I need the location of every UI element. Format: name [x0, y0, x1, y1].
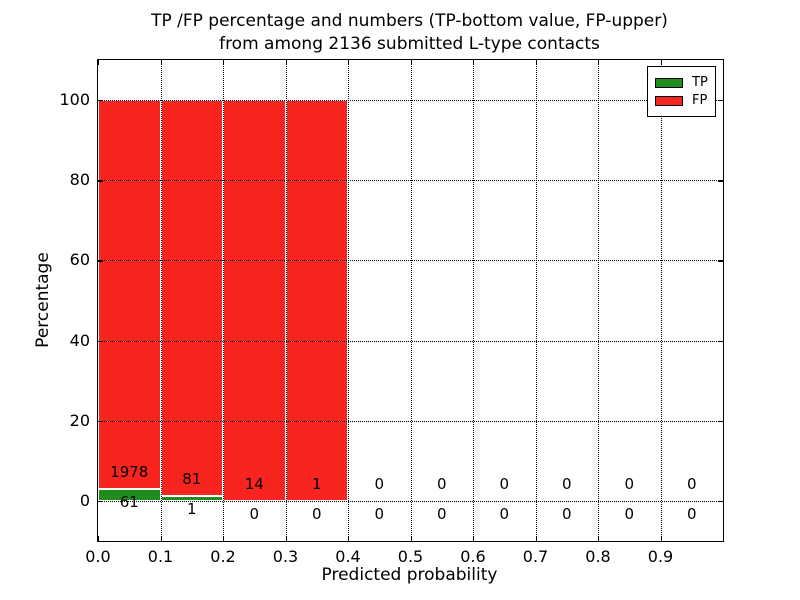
- x-tick-top: [98, 60, 100, 65]
- legend-entry-tp: TP: [655, 74, 715, 91]
- x-tick-top: [285, 60, 287, 65]
- x-tick-label: 0.8: [585, 547, 611, 566]
- x-tick-label: 0.6: [460, 547, 486, 566]
- x-axis-label: Predicted probability: [321, 565, 498, 585]
- y-tick-left: [98, 100, 103, 102]
- x-tick-label: 0.7: [522, 547, 549, 566]
- x-tick-bottom: [535, 536, 537, 541]
- y-tick-right: [718, 500, 723, 503]
- x-gridline: [348, 60, 349, 541]
- x-tick-top: [160, 60, 162, 65]
- fp-bar: [285, 100, 348, 501]
- fp-count-label: 14: [244, 474, 264, 493]
- y-tick-left: [98, 260, 103, 262]
- x-tick-bottom: [660, 536, 662, 541]
- fp-count-label: 0: [561, 474, 572, 493]
- tp-count-label: 61: [119, 493, 139, 512]
- fp-bar: [160, 100, 223, 497]
- tp-count-label: 0: [624, 505, 635, 524]
- x-gridline: [473, 60, 474, 541]
- x-tick-bottom: [473, 536, 475, 541]
- y-tick-left: [98, 500, 103, 503]
- y-tick-label: 60: [69, 250, 90, 270]
- chart-title: TP /FP percentage and numbers (TP-bottom…: [97, 10, 722, 56]
- y-tick-left: [98, 340, 103, 342]
- y-tick-right: [718, 340, 723, 342]
- x-tick-label: 0.0: [85, 547, 111, 566]
- x-tick-top: [660, 60, 662, 65]
- legend-entry-fp: FP: [655, 92, 715, 109]
- legend-swatch-tp: [655, 77, 683, 88]
- legend-label-fp: FP: [692, 93, 708, 108]
- tp-count-label: 0: [561, 505, 572, 524]
- chart-title-line2: from among 2136 submitted L-type contact…: [219, 34, 600, 54]
- x-tick-bottom: [160, 536, 162, 541]
- x-tick-top: [473, 60, 475, 65]
- fp-bar: [98, 100, 161, 489]
- fp-count-label: 0: [499, 474, 510, 493]
- x-tick-label: 0.4: [335, 547, 361, 566]
- fp-count-label: 0: [436, 474, 447, 493]
- tp-count-label: 0: [499, 505, 510, 524]
- y-tick-right: [718, 420, 723, 423]
- x-tick-bottom: [285, 536, 287, 541]
- x-tick-top: [535, 60, 537, 65]
- chart-title-line1: TP /FP percentage and numbers (TP-bottom…: [151, 11, 668, 31]
- plot-area: TP FP 0.0 0.1 0.2 0.3 0.4 0.5 0.6 0.7 0.8 0.9 0 20 4…: [59, 59, 724, 566]
- fp-count-label: 81: [182, 469, 202, 488]
- x-tick-top: [598, 60, 600, 65]
- x-tick-label: 0.1: [147, 547, 174, 566]
- y-tick-label: 20: [69, 410, 90, 430]
- y-tick-label: 0: [79, 490, 90, 510]
- x-tick-bottom: [98, 536, 100, 541]
- x-tick-label: 0.9: [647, 547, 674, 566]
- y-tick-right: [718, 260, 723, 262]
- tp-count-label: 0: [311, 505, 322, 524]
- x-tick-bottom: [348, 536, 350, 541]
- y-tick-label: 40: [69, 330, 90, 350]
- fp-count-label: 1: [311, 474, 322, 493]
- y-tick-label: 80: [69, 170, 90, 190]
- fp-count-label: 1978: [110, 462, 149, 481]
- x-tick-label: 0.5: [397, 547, 424, 566]
- fp-bar: [223, 100, 286, 501]
- y-tick-label: 100: [59, 90, 90, 110]
- tp-count-label: 0: [686, 505, 697, 524]
- x-gridline: [410, 60, 412, 541]
- legend-label-tp: TP: [692, 75, 708, 90]
- x-tick-bottom: [410, 536, 412, 541]
- x-tick-label: 0.2: [210, 547, 236, 566]
- x-gridline: [598, 60, 599, 541]
- x-gridline: [223, 60, 224, 541]
- x-tick-top: [348, 60, 350, 65]
- x-gridline: [660, 60, 662, 541]
- tp-count-label: 0: [436, 505, 447, 524]
- y-tick-left: [98, 180, 103, 182]
- legend-swatch-fp: [655, 95, 683, 106]
- y-tick-left: [98, 420, 103, 423]
- fp-count-label: 0: [686, 474, 697, 493]
- x-tick-top: [223, 60, 225, 65]
- tp-bar: [98, 488, 161, 501]
- x-tick-top: [410, 60, 412, 65]
- x-gridline: [535, 60, 537, 541]
- y-tick-right: [718, 180, 723, 182]
- tp-count-label: 1: [186, 500, 197, 519]
- fp-count-label: 0: [374, 474, 385, 493]
- x-gridline: [160, 60, 162, 541]
- fp-count-label: 0: [624, 474, 635, 493]
- y-tick-right: [718, 100, 723, 102]
- x-tick-bottom: [598, 536, 600, 541]
- tp-count-label: 0: [374, 505, 385, 524]
- legend: TP FP: [647, 66, 716, 117]
- x-tick-bottom: [223, 536, 225, 541]
- x-tick-label: 0.3: [272, 547, 299, 566]
- x-gridline: [285, 60, 287, 541]
- tp-count-label: 0: [249, 505, 260, 524]
